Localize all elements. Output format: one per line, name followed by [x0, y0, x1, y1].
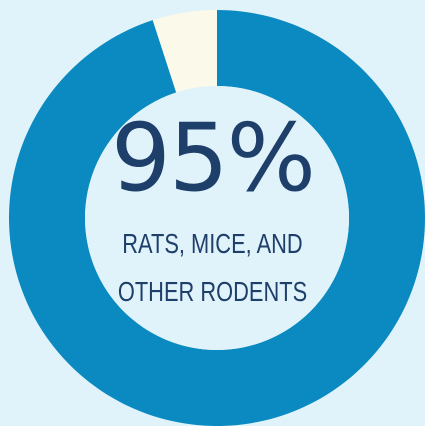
donut-slice-1: [8, 10, 425, 426]
donut-slice-2: [152, 9, 217, 93]
donut-hole: [85, 86, 349, 350]
